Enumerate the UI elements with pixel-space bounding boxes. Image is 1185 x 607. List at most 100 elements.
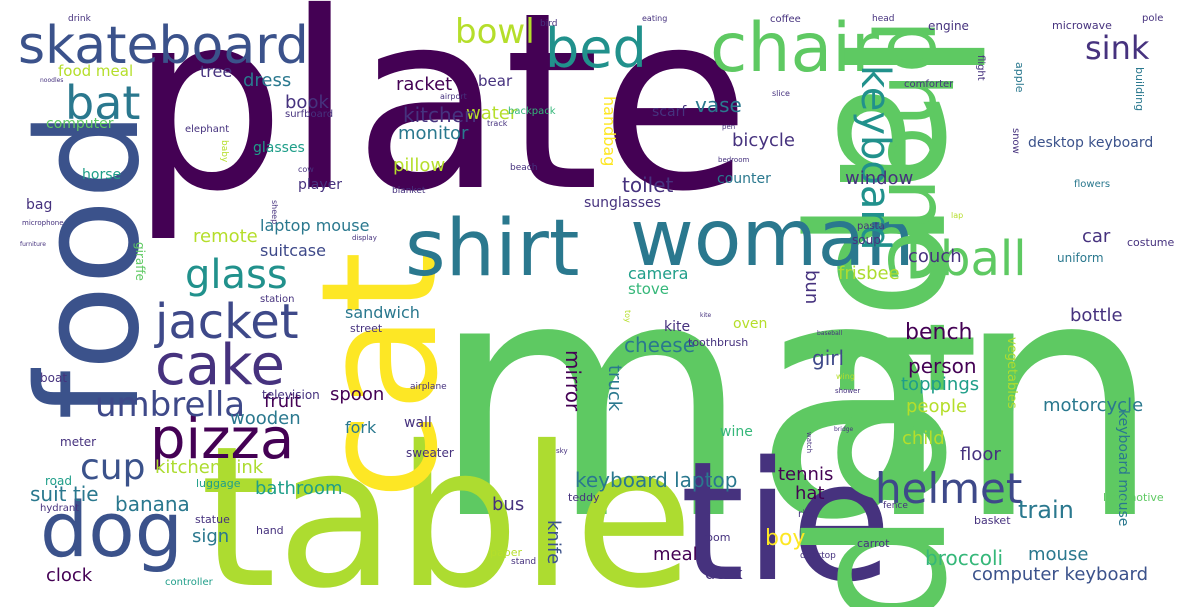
word-suitcase: suitcase [260,241,326,260]
word-airplane: airplane [410,382,447,392]
word-desktop-keyboard: desktop keyboard [1028,135,1154,151]
word-noodles: noodles [40,77,64,84]
word-toy: toy [623,310,632,323]
word-ball: ball [940,231,1027,287]
word-bottle: bottle [1070,305,1123,326]
word-motorcycle: motorcycle [1043,395,1144,416]
word-dress: dress [243,70,292,91]
word-window: window [845,168,914,189]
word-street: street [350,322,383,335]
word-child: child [902,428,945,449]
word-fork: fork [345,418,377,437]
word-skateboard: skateboard [18,16,309,76]
word-watch: watch [805,432,813,454]
word-bathroom: bathroom [255,478,343,499]
word-sky: sky [556,447,568,455]
word-fence: fence [883,501,908,511]
word-sink: sink [1085,29,1150,67]
word-hand: hand [256,524,284,537]
word-sign: sign [192,526,230,547]
word-floor: floor [960,444,1001,465]
word-water: water [466,103,518,124]
word-slice: slice [772,89,790,98]
word-tree: tree [200,62,233,81]
word-chair: chair [710,9,880,88]
word-backpack: backpack [508,106,556,117]
word-keyboard-mouse: keyboard mouse [1115,410,1131,527]
word-train: train [1018,496,1074,524]
word-table: table [200,404,694,607]
word-stand: stand [511,557,537,567]
word-bag: bag [26,197,53,213]
word-building: building [1133,67,1146,112]
word-bed: bed [545,17,647,80]
word-wing: wing [836,372,855,381]
word-furniture: furniture [20,241,46,248]
word-cake: cake [155,333,285,398]
word-luggage: luggage [196,477,241,490]
word-plate: plate [130,0,751,245]
word-coffee: coffee [770,14,801,25]
word-mirror: mirror [561,350,585,412]
word-counter: counter [717,171,771,187]
word-hat: hat [795,483,825,504]
word-controller: controller [165,577,213,588]
word-track: track [487,119,508,128]
word-mouse: mouse [1028,544,1089,565]
word-racket: racket [396,74,453,95]
word-giraffe: giraffe [133,242,147,281]
word-vase: vase [695,93,742,117]
word-snow: snow [1010,128,1021,154]
word-pole: pole [1142,13,1164,24]
word-sheep: sheep [270,200,279,225]
word-teddy: teddy [568,491,600,504]
word-toothbrush: toothbrush [688,336,749,349]
word-station: station [260,294,295,305]
word-comforter: comforter [904,79,954,90]
word-soup: soup [852,233,881,247]
word-fruit: fruit [264,391,302,412]
word-kitchen-sink: kitchen sink [155,457,264,478]
word-bus: bus [492,494,525,515]
word-truck: truck [604,365,625,412]
word-cheese: cheese [624,333,696,357]
word-pen: pen [722,123,736,131]
word-car: car [1082,226,1111,247]
word-wooden: wooden [230,408,301,429]
word-room: room [702,531,731,544]
word-food-meal: food meal [58,62,134,80]
word-bridge: bridge [834,426,854,433]
word-kite: kite [700,312,712,319]
word-shower: shower [835,387,861,395]
word-cup: cup [80,447,146,488]
word-desk: desk [705,564,743,583]
word-man: man [430,208,1163,592]
word-flowers: flowers [1074,179,1111,190]
word-basket: basket [974,514,1011,527]
word-banana: banana [115,492,190,516]
word-handbag: handbag [600,96,619,167]
word-couch: couch [908,246,962,267]
word-oven: oven [733,316,768,332]
word-meter: meter [60,435,97,449]
word-laptop-mouse: laptop mouse [260,216,370,235]
word-beach: beach [510,163,538,173]
word-lap: lap [951,211,964,220]
word-engine: engine [928,19,969,33]
word-pizza: pizza [150,407,295,472]
word-glasses: glasses [253,140,305,156]
word-wine: wine [720,424,753,440]
word-keyboard-laptop: keyboard laptop [575,468,738,492]
word-computer: computer [46,116,114,132]
word-helmet: helmet [875,464,1023,513]
word-apple: apple [1013,62,1026,93]
word-airport: airport [440,92,467,101]
word-road: road [45,474,72,488]
word-bat: bat [65,76,141,130]
word-girl: girl [812,346,845,370]
word-boy: boy [765,526,806,551]
word-wall: wall [404,415,432,431]
word-sunglasses: sunglasses [584,195,661,211]
word-boat: boat [40,371,68,385]
word-bun: bun [801,270,822,305]
